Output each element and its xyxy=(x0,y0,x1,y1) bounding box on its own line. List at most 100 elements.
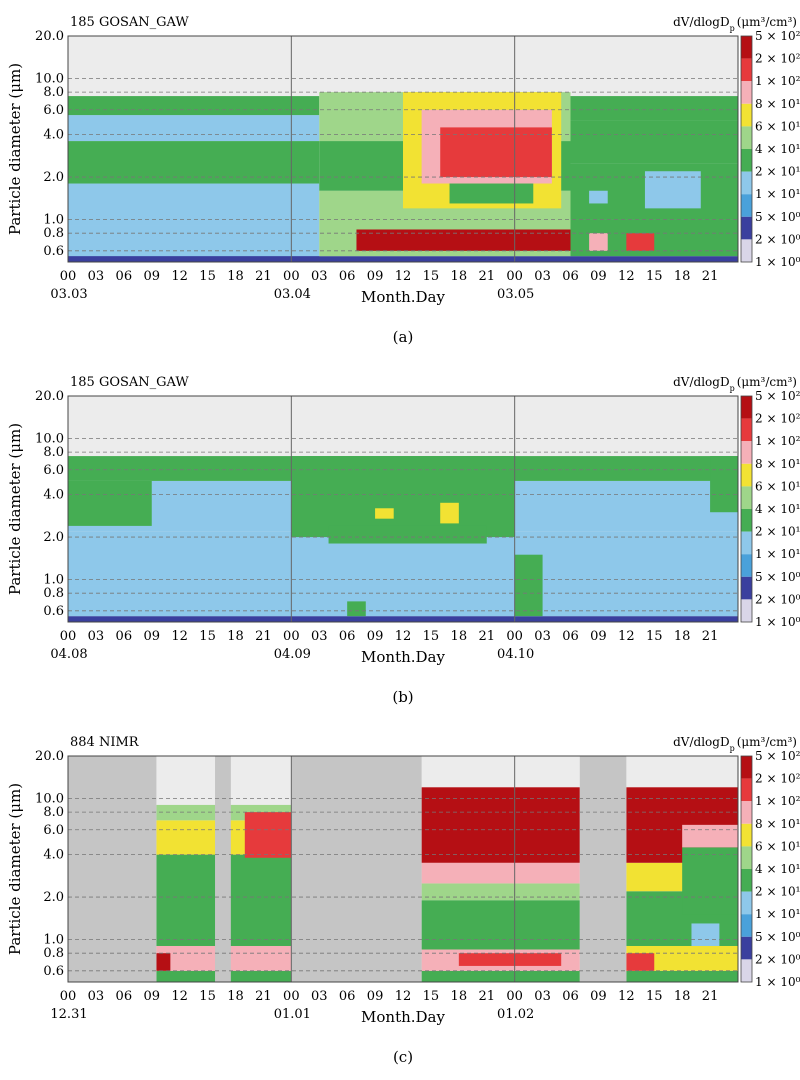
colorbar-segment xyxy=(741,756,752,779)
panel-caption: (a) xyxy=(393,328,414,346)
x-tick-label: 18 xyxy=(227,629,244,644)
x-tick-label: 18 xyxy=(227,269,244,284)
x-tick-label: 18 xyxy=(674,989,691,1004)
x-tick-label: 03 xyxy=(311,989,328,1004)
x-tick-label: 06 xyxy=(339,989,356,1004)
heatmap-cell xyxy=(244,812,292,858)
colorbar-tick-label: 2 × 10⁰ xyxy=(755,232,800,246)
heatmap-cell xyxy=(421,883,580,901)
y-tick-label: 20.0 xyxy=(35,389,64,404)
colorbar-segment xyxy=(741,599,752,622)
colorbar-tick-label: 5 × 10² xyxy=(755,749,800,763)
colorbar-frame xyxy=(740,755,753,983)
day-label: 04.08 xyxy=(50,647,87,662)
x-tick-label: 09 xyxy=(590,989,607,1004)
y-tick-label: 4.0 xyxy=(43,488,64,503)
x-tick-label: 09 xyxy=(143,989,160,1004)
y-tick-label: 10.0 xyxy=(35,71,64,86)
day-label: 12.31 xyxy=(50,1007,87,1022)
x-tick-label: 21 xyxy=(702,269,719,284)
x-tick-label: 03 xyxy=(311,629,328,644)
colorbar-tick-label: 4 × 10¹ xyxy=(755,142,800,156)
y-axis-title: Particle diameter (μm) xyxy=(6,783,24,955)
colorbar-tick-label: 2 × 10¹ xyxy=(755,525,800,539)
x-tick-label: 03 xyxy=(88,269,105,284)
y-axis-title: Particle diameter (μm) xyxy=(6,63,24,235)
heatmap-cell xyxy=(375,508,394,519)
missing-data-band xyxy=(579,756,627,982)
x-tick-label: 21 xyxy=(478,989,495,1004)
x-tick-label: 12 xyxy=(395,989,412,1004)
x-tick-label: 06 xyxy=(116,989,133,1004)
colorbar-segment xyxy=(741,418,752,442)
day-label: 03.05 xyxy=(497,287,534,302)
x-tick-label: 00 xyxy=(283,269,300,284)
colorbar-tick-label: 1 × 10² xyxy=(755,74,800,88)
x-tick-label: 12 xyxy=(618,269,635,284)
x-tick-label: 06 xyxy=(116,269,133,284)
x-tick-label: 12 xyxy=(618,629,635,644)
y-tick-label: 20.0 xyxy=(35,749,64,764)
y-tick-label: 2.0 xyxy=(43,530,64,545)
colorbar-segment xyxy=(741,914,752,937)
x-tick-label: 09 xyxy=(590,629,607,644)
colorbar-tick-label: 1 × 10¹ xyxy=(755,187,800,201)
colorbar-tick-label: 8 × 10¹ xyxy=(755,817,800,831)
x-tick-label: 09 xyxy=(143,629,160,644)
x-tick-label: 06 xyxy=(116,629,133,644)
x-tick-label: 09 xyxy=(367,269,384,284)
x-tick-label: 12 xyxy=(395,629,412,644)
x-tick-label: 15 xyxy=(646,269,663,284)
colorbar-segment xyxy=(741,823,752,847)
day-label: 03.03 xyxy=(50,287,87,302)
colorbar-tick-label: 1 × 10² xyxy=(755,434,800,448)
x-tick-label: 15 xyxy=(423,989,440,1004)
colorbar-segment xyxy=(741,194,752,217)
x-tick-label: 00 xyxy=(60,629,77,644)
colorbar-tick-label: 5 × 10⁰ xyxy=(755,570,800,584)
x-tick-label: 15 xyxy=(199,629,216,644)
x-tick-label: 15 xyxy=(199,989,216,1004)
y-tick-label: 0.6 xyxy=(43,244,64,259)
colorbar-tick-label: 2 × 10² xyxy=(755,52,800,66)
x-axis-title: Month.Day xyxy=(361,1008,445,1026)
heatmap-cell xyxy=(440,502,459,524)
colorbar-tick-label: 2 × 10¹ xyxy=(755,885,800,899)
day-label: 01.02 xyxy=(497,1007,534,1022)
heatmap-panel-c: 884 NIMR 20.0 10.0 8.0 6.0 4.0 2.0 1.0 0.8 0.6 Par… xyxy=(0,720,800,1080)
x-tick-label: 15 xyxy=(423,629,440,644)
x-tick-label: 12 xyxy=(171,989,188,1004)
heatmap-cell xyxy=(68,225,320,262)
colorbar-segment xyxy=(741,396,752,419)
colorbar-segment xyxy=(741,531,752,555)
x-tick-label: 18 xyxy=(451,629,468,644)
x-tick-label: 21 xyxy=(702,629,719,644)
x-tick-label: 06 xyxy=(562,269,579,284)
heatmap-chart: 185 GOSAN_GAW 20.0 10.08.0 6.0 4.0 2.0 1.00.8 0… xyxy=(6,15,800,346)
heatmap-cell xyxy=(626,953,655,971)
heatmap-cell xyxy=(421,970,580,982)
heatmap-cell xyxy=(68,96,320,116)
heatmap-cell xyxy=(626,970,738,982)
colorbar-tick-label: 1 × 10⁰ xyxy=(755,615,800,629)
x-tick-label: 00 xyxy=(283,629,300,644)
heatmap-cell xyxy=(68,141,320,184)
x-tick-label: 21 xyxy=(255,989,272,1004)
heatmap-cell xyxy=(710,456,738,513)
day-label: 01.01 xyxy=(274,1007,311,1022)
x-tick-label: 09 xyxy=(367,629,384,644)
x-tick-label: 09 xyxy=(590,269,607,284)
heatmap-chart: 884 NIMR 20.0 10.08.0 6.0 4.0 2.0 1.00.8 0.6 Par… xyxy=(6,735,800,1066)
heatmap-cell xyxy=(421,862,580,884)
colorbar-tick-label: 5 × 10² xyxy=(755,29,800,43)
colorbar-segment xyxy=(741,846,752,869)
colorbar-tick-label: 5 × 10² xyxy=(755,389,800,403)
heatmap-cell xyxy=(68,256,738,262)
x-tick-label: 00 xyxy=(60,989,77,1004)
x-tick-label: 12 xyxy=(395,269,412,284)
colorbar-tick-label: 1 × 10¹ xyxy=(755,907,800,921)
missing-data-band xyxy=(291,756,422,982)
colorbar-segment xyxy=(741,239,752,262)
heatmap-cell xyxy=(421,787,580,863)
y-tick-label: 1.0 xyxy=(43,213,64,228)
